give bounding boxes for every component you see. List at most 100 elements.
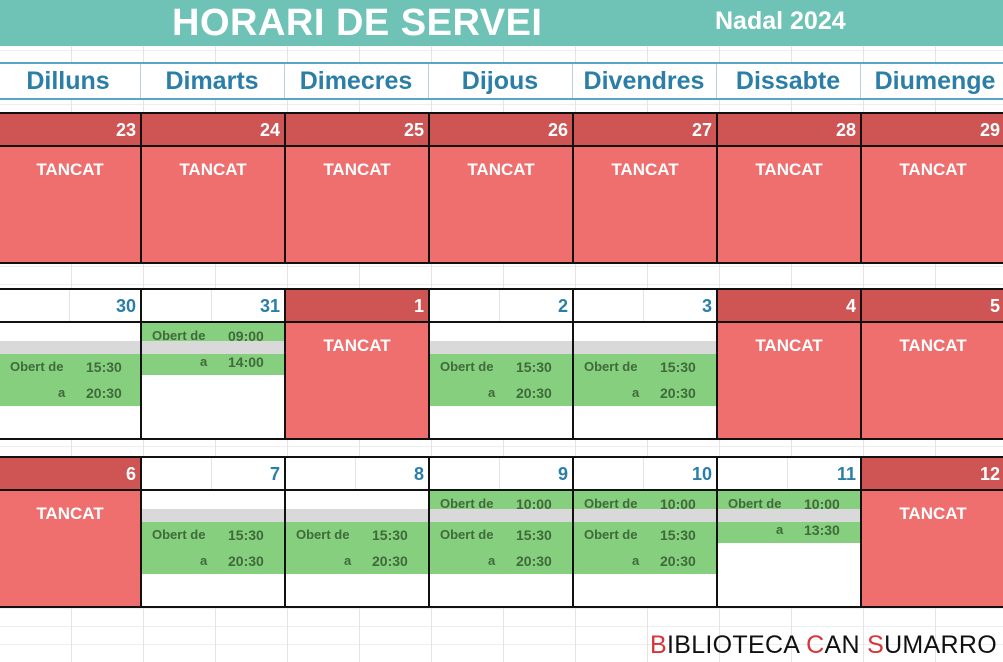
- weekday-header: Dilluns Dimarts Dimecres Dijous Divendre…: [0, 62, 1003, 100]
- weekday-divider: [716, 64, 717, 98]
- open-to-label: a: [776, 522, 784, 537]
- closed-label: TANCAT: [179, 160, 247, 179]
- weekday-divider: [428, 64, 429, 98]
- day-cell: 6 TANCAT: [0, 456, 142, 608]
- day-number: 10: [574, 458, 716, 491]
- day-cell: 12 TANCAT: [860, 456, 1003, 608]
- day-number: 27: [574, 114, 716, 147]
- weekday-wednesday: Dimecres: [299, 67, 413, 95]
- day-number: 31: [142, 290, 284, 323]
- day-number: 30: [0, 290, 140, 323]
- lunch-break-divider: [718, 509, 860, 522]
- day-cell: 26 TANCAT: [428, 112, 574, 264]
- open-from-time: 10:00: [804, 496, 840, 512]
- open-to-time: 20:30: [86, 385, 122, 401]
- afternoon-hours: Obert de 15:30 a 20:30: [574, 522, 716, 574]
- day-number: 29: [862, 114, 1003, 147]
- open-from-label: Obert de: [440, 496, 494, 511]
- open-from-label: Obert de: [152, 527, 206, 542]
- open-to-label: a: [632, 553, 640, 568]
- day-number: 28: [718, 114, 860, 147]
- closed-label: TANCAT: [899, 160, 967, 179]
- open-from-label: Obert de: [584, 527, 638, 542]
- open-to-label: a: [200, 553, 208, 568]
- day-number: 24: [142, 114, 284, 147]
- open-from-label: Obert de: [584, 496, 638, 511]
- open-from-time: 15:30: [86, 359, 122, 375]
- day-number: 9: [430, 458, 572, 491]
- day-number: 25: [286, 114, 428, 147]
- day-cell: 1 TANCAT: [284, 288, 430, 440]
- closed-label: TANCAT: [323, 336, 391, 355]
- day-cell: 31 Obert de 09:00 a 14:00: [140, 288, 286, 440]
- day-cell: 23 TANCAT: [0, 112, 142, 264]
- open-to-time: 20:30: [228, 553, 264, 569]
- day-cell: 29 TANCAT: [860, 112, 1003, 264]
- page-title: HORARI DE SERVEI: [172, 2, 543, 44]
- open-to-label: a: [488, 553, 496, 568]
- open-to-time: 13:30: [804, 522, 840, 538]
- closed-label: TANCAT: [36, 160, 104, 179]
- afternoon-hours: Obert de 15:30 a 20:30: [430, 522, 572, 574]
- closed-label: TANCAT: [899, 336, 967, 355]
- day-number: 6: [0, 458, 140, 491]
- day-cell: 5 TANCAT: [860, 288, 1003, 440]
- open-from-time: 15:30: [228, 527, 264, 543]
- open-from-time: 15:30: [660, 527, 696, 543]
- open-from-time: 09:00: [228, 328, 264, 344]
- open-from-label: Obert de: [152, 328, 206, 343]
- day-number: 1: [286, 290, 428, 323]
- open-to-label: a: [488, 385, 496, 400]
- day-number: 12: [862, 458, 1003, 491]
- open-to-label: a: [200, 354, 208, 369]
- weekday-tuesday: Dimarts: [165, 67, 259, 95]
- header-bar: HORARI DE SERVEI Nadal 2024: [0, 0, 1003, 46]
- day-cell: 30 Obert de 15:30 a 20:30: [0, 288, 142, 440]
- day-cell: 24 TANCAT: [140, 112, 286, 264]
- open-to-time: 20:30: [516, 553, 552, 569]
- weekday-divider: [572, 64, 573, 98]
- day-number: 3: [574, 290, 716, 323]
- open-to-label: a: [632, 385, 640, 400]
- weekday-divider: [284, 64, 285, 98]
- open-from-label: Obert de: [584, 359, 638, 374]
- open-from-time: 15:30: [660, 359, 696, 375]
- weekday-divider: [140, 64, 141, 98]
- closed-label: TANCAT: [755, 336, 823, 355]
- open-from-time: 15:30: [516, 527, 552, 543]
- closed-label: TANCAT: [323, 160, 391, 179]
- lunch-break-divider: [286, 509, 428, 522]
- lunch-break-divider: [430, 509, 572, 522]
- open-to-label: a: [344, 553, 352, 568]
- afternoon-hours: Obert de 15:30 a 20:30: [430, 354, 572, 406]
- lunch-break-divider: [574, 341, 716, 354]
- open-to-time: 20:30: [516, 385, 552, 401]
- day-cell: 8 Obert de 15:30 a 20:30: [284, 456, 430, 608]
- lunch-break-divider: [142, 341, 284, 354]
- page-subtitle: Nadal 2024: [715, 7, 846, 35]
- day-cell: 7 Obert de 15:30 a 20:30: [140, 456, 286, 608]
- lunch-break-divider: [430, 341, 572, 354]
- open-to-time: 20:30: [660, 385, 696, 401]
- day-cell: 4 TANCAT: [716, 288, 862, 440]
- lunch-break-divider: [0, 341, 140, 354]
- day-number: 8: [286, 458, 428, 491]
- weekday-divider: [860, 64, 861, 98]
- closed-label: TANCAT: [755, 160, 823, 179]
- open-from-label: Obert de: [296, 527, 350, 542]
- day-cell: 11 Obert de 10:00 a 13:30: [716, 456, 862, 608]
- open-from-label: Obert de: [10, 359, 64, 374]
- day-number: 4: [718, 290, 860, 323]
- open-to-time: 20:30: [660, 553, 696, 569]
- open-from-time: 15:30: [372, 527, 408, 543]
- afternoon-hours: Obert de 15:30 a 20:30: [574, 354, 716, 406]
- day-number: 23: [0, 114, 140, 147]
- day-cell: 2 Obert de 15:30 a 20:30: [428, 288, 574, 440]
- day-cell: 25 TANCAT: [284, 112, 430, 264]
- afternoon-hours: Obert de 15:30 a 20:30: [286, 522, 428, 574]
- day-number: 7: [142, 458, 284, 491]
- weekday-saturday: Dissabte: [735, 67, 841, 95]
- lunch-break-divider: [142, 509, 284, 522]
